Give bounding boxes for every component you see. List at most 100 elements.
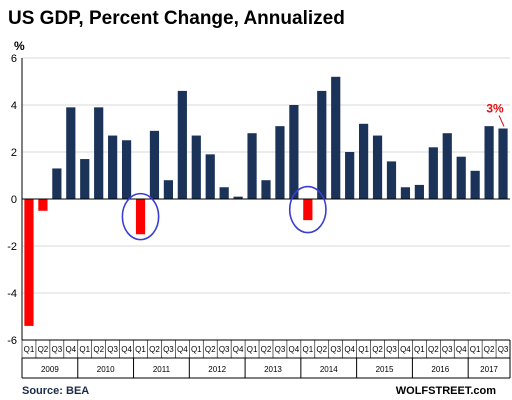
x-tick-label: Q1 <box>79 345 90 354</box>
bar-21 <box>317 90 327 199</box>
brand-label: WOLFSTREET.com <box>396 385 496 397</box>
annotation-label: 3% <box>486 102 504 116</box>
x-axis: Q1 Q2 Q3 Q4 Q1 Q2 Q3 Q4 Q1 Q2 Q3 Q4 Q1 Q2 Q3 Q4 Q1 Q2 Q3 Q4… <box>21 339 511 379</box>
x-tick-label: Q2 <box>205 345 216 354</box>
source-label: Source: BEA <box>22 385 89 397</box>
year-label: 2015 <box>376 365 394 374</box>
bar-8 <box>135 199 146 235</box>
x-tick-label: Q4 <box>177 345 188 354</box>
bar-15 <box>233 196 243 199</box>
bar-19 <box>289 105 299 199</box>
bar-0 <box>24 199 34 326</box>
x-tick-label: Q4 <box>344 345 355 354</box>
x-tick-label: Q4 <box>65 345 76 354</box>
y-axis-unit: % <box>14 39 25 53</box>
bars <box>24 76 508 326</box>
bar-13 <box>205 154 215 199</box>
bar-11 <box>177 90 187 199</box>
x-tick-label: Q1 <box>247 345 258 354</box>
bar-14 <box>219 187 229 199</box>
x-tick-label: Q2 <box>428 345 439 354</box>
x-tick-label: Q2 <box>372 345 383 354</box>
bar-20 <box>303 199 313 221</box>
x-tick-label: Q2 <box>484 345 495 354</box>
bar-7 <box>121 140 132 199</box>
bar-32 <box>470 170 480 199</box>
bar-6 <box>108 135 118 199</box>
y-tick-label: 4 <box>11 100 17 112</box>
x-tick-label: Q4 <box>233 345 244 354</box>
bar-28 <box>414 184 424 199</box>
x-tick-label: Q2 <box>316 345 327 354</box>
x-tick-label: Q3 <box>163 345 174 354</box>
bar-9 <box>149 130 160 199</box>
x-tick-label: Q2 <box>149 345 160 354</box>
annotation-pointer <box>498 115 505 127</box>
annotation: 3% <box>486 102 505 127</box>
year-label: 2011 <box>153 365 171 374</box>
x-tick-label: Q3 <box>107 345 118 354</box>
x-tick-label: Q1 <box>358 345 369 354</box>
bar-29 <box>428 147 438 199</box>
bar-4 <box>80 159 90 199</box>
x-tick-label: Q1 <box>302 345 313 354</box>
x-tick-label: Q3 <box>52 345 63 354</box>
x-tick-label: Q1 <box>135 345 146 354</box>
x-tick-label: Q4 <box>456 345 467 354</box>
x-tick-label: Q1 <box>24 345 35 354</box>
y-axis-ticks: -6 -4 -2 0 2 4 6 <box>7 53 23 347</box>
x-tick-label: Q3 <box>498 345 509 354</box>
highlight-circle <box>121 192 160 241</box>
x-tick-label: Q4 <box>400 345 411 354</box>
bar-16 <box>247 133 257 199</box>
highlight-circle <box>288 185 327 234</box>
bar-33 <box>484 126 494 199</box>
bar-22 <box>331 76 341 199</box>
year-label: 2016 <box>431 365 449 374</box>
x-tick-label: Q2 <box>93 345 104 354</box>
bar-17 <box>261 180 271 199</box>
y-tick-label: -2 <box>7 241 17 253</box>
bar-31 <box>456 156 466 199</box>
bar-2 <box>52 168 62 199</box>
year-label: 2012 <box>208 365 226 374</box>
x-tick-label: Q4 <box>289 345 300 354</box>
x-tick-label: Q3 <box>442 345 453 354</box>
year-label: 2010 <box>97 365 115 374</box>
year-label: 2017 <box>480 365 498 374</box>
y-tick-label: -4 <box>7 288 17 300</box>
y-tick-label: 2 <box>11 147 17 159</box>
bar-25 <box>372 135 383 199</box>
year-label: 2014 <box>320 365 338 374</box>
year-label: 2009 <box>41 365 59 374</box>
highlight-circles <box>121 185 327 241</box>
y-tick-label: -6 <box>7 335 17 347</box>
x-tick-label: Q1 <box>191 345 202 354</box>
bar-10 <box>163 180 174 199</box>
bar-5 <box>94 107 104 199</box>
bar-24 <box>358 123 369 199</box>
x-tick-label: Q3 <box>330 345 341 354</box>
bar-3 <box>66 107 76 199</box>
bar-26 <box>386 161 397 199</box>
bar-30 <box>442 133 452 199</box>
chart-title: US GDP, Percent Change, Annualized <box>8 8 345 29</box>
bar-27 <box>400 187 411 199</box>
bar-23 <box>345 152 355 199</box>
x-tick-label: Q1 <box>470 345 481 354</box>
x-tick-label: Q4 <box>121 345 132 354</box>
bar-18 <box>275 126 285 199</box>
bar-1 <box>38 199 48 211</box>
x-tick-label: Q2 <box>261 345 272 354</box>
x-tick-label: Q3 <box>219 345 230 354</box>
bar-12 <box>191 135 201 199</box>
x-tick-label: Q3 <box>275 345 286 354</box>
year-label: 2013 <box>264 365 282 374</box>
y-tick-label: 6 <box>11 53 17 65</box>
x-tick-label: Q3 <box>386 345 397 354</box>
x-tick-label: Q1 <box>414 345 425 354</box>
x-tick-label: Q2 <box>38 345 49 354</box>
y-tick-label: 0 <box>11 194 17 206</box>
bar-34 <box>498 128 508 199</box>
